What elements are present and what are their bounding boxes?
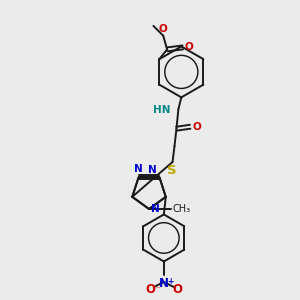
Text: O: O [192,122,201,132]
Text: +: + [168,277,174,286]
Text: O: O [185,42,194,52]
Text: O: O [172,283,182,296]
Text: CH₃: CH₃ [172,204,190,214]
Text: N: N [134,164,143,174]
Text: HN: HN [153,105,171,115]
Text: N: N [159,277,169,290]
Text: N: N [151,204,160,214]
Text: N: N [148,165,156,175]
Text: S: S [167,164,176,177]
Text: ⁻: ⁻ [155,285,160,294]
Text: O: O [145,283,155,296]
Text: O: O [159,24,168,34]
